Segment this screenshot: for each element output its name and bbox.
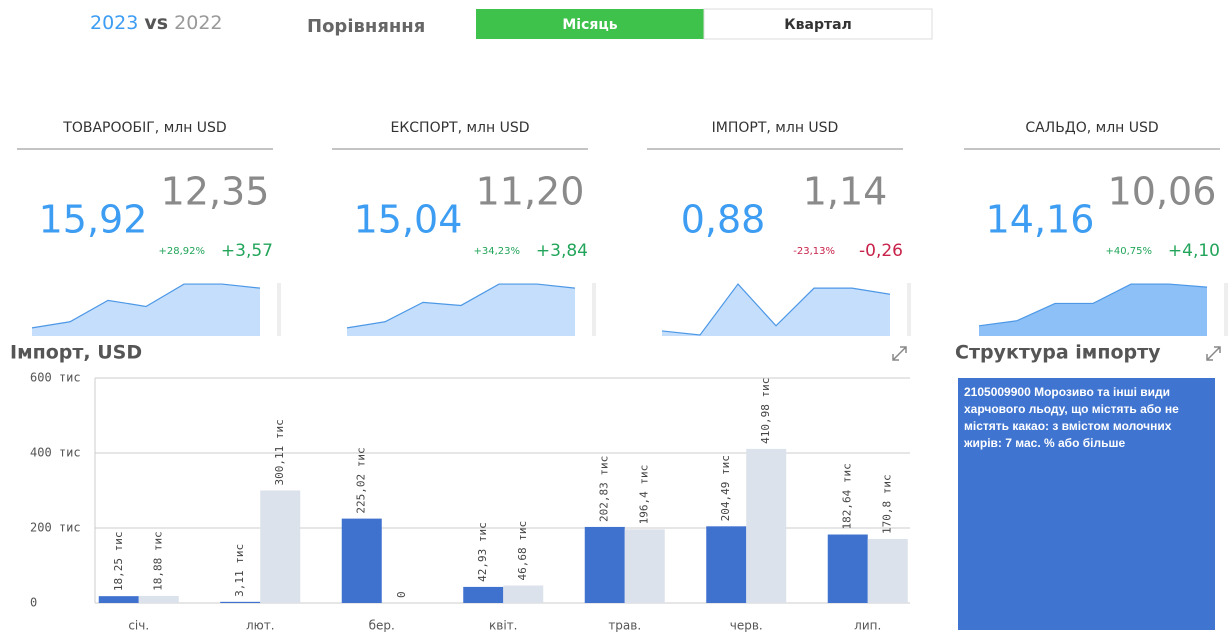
x-tick-label: січ.: [128, 619, 149, 633]
vs: vs: [144, 12, 168, 34]
x-tick-label: трав.: [608, 619, 641, 633]
sparkline-line: [31, 283, 261, 329]
scroll-strip: [1224, 283, 1228, 336]
kpi-previous: 11,20: [476, 170, 585, 214]
sparkline-area: [662, 284, 890, 336]
bar: [867, 538, 908, 603]
structure-box: 2105009900 Морозиво та інші види харчово…: [958, 378, 1215, 630]
bar: [98, 596, 139, 603]
y-tick-label: 600 тис: [30, 371, 81, 385]
value-label: 42,93 тис: [476, 522, 489, 582]
value-label: 46,68 тис: [516, 521, 529, 581]
value-label: 0: [395, 591, 408, 598]
kpi-title: ЕКСПОРТ, млн USD: [390, 120, 529, 136]
kpi-current: 14,16: [986, 198, 1095, 242]
kpi-change-abs: +4,10: [1168, 241, 1220, 261]
value-label: 18,25 тис: [112, 532, 125, 592]
bar: [138, 595, 179, 603]
year-line: 2023 vs 2022: [90, 12, 223, 34]
kpi-current: 15,04: [354, 198, 463, 242]
bar: [584, 526, 625, 603]
kpi-change-pct: +34,23%: [473, 246, 520, 257]
scroll-strip: [907, 283, 911, 336]
y-tick-label: 200 тис: [30, 521, 81, 535]
expand-icon[interactable]: [1206, 346, 1221, 361]
value-label: 225,02 тис: [355, 447, 368, 513]
bar: [463, 586, 504, 603]
value-label: 170,8 тис: [881, 474, 894, 534]
toggle-quarter-label[interactable]: Квартал: [784, 17, 852, 33]
value-label: 204,49 тис: [719, 455, 732, 521]
toggle-month-label[interactable]: Місяць: [562, 17, 617, 33]
scroll-strip: [277, 283, 281, 336]
year-current: 2023: [90, 12, 138, 34]
kpi-previous: 10,06: [1108, 170, 1217, 214]
year-previous: 2022: [174, 12, 222, 34]
chart-title: Імпорт, USD: [10, 342, 142, 364]
value-label: 196,4 тис: [638, 465, 651, 525]
y-tick-label: 0: [30, 596, 37, 610]
structure-title: Структура імпорту: [955, 342, 1161, 364]
x-tick-label: квіт.: [489, 619, 517, 633]
sparkline-line: [346, 283, 576, 329]
bar: [220, 601, 261, 603]
scroll-strip: [592, 283, 596, 336]
bar: [746, 448, 787, 603]
value-label: 18,88 тис: [152, 531, 165, 591]
sparkline-line: [978, 283, 1208, 327]
sparkline-area: [347, 284, 575, 336]
kpi-change-pct: -23,13%: [793, 246, 835, 257]
value-label: 3,11 тис: [233, 544, 246, 597]
sparkline-area: [32, 284, 260, 336]
x-tick-label: лип.: [854, 619, 881, 633]
kpi-change-abs: +3,57: [221, 241, 273, 261]
value-label: 300,11 тис: [273, 419, 286, 485]
kpi-change-abs: -0,26: [859, 241, 903, 261]
value-label: 182,64 тис: [841, 463, 854, 529]
kpi-change-pct: +40,75%: [1105, 246, 1152, 257]
bar: [706, 526, 747, 603]
compare-label: Порівняння: [307, 16, 425, 37]
bar: [827, 534, 868, 603]
sparkline-area: [979, 284, 1207, 336]
kpi-current: 15,92: [39, 198, 148, 242]
bar: [260, 490, 301, 603]
toggle-quarter[interactable]: [703, 8, 933, 40]
bar: [341, 518, 382, 603]
value-label: 410,98 тис: [759, 378, 772, 444]
y-tick-label: 400 тис: [30, 446, 81, 460]
sparkline-line: [661, 283, 891, 336]
bar: [503, 585, 544, 603]
x-tick-label: черв.: [730, 619, 763, 633]
kpi-change-pct: +28,92%: [158, 246, 205, 257]
kpi-previous: 12,35: [161, 170, 270, 214]
expand-icon[interactable]: [892, 346, 907, 361]
bar: [624, 529, 665, 603]
toggle-month[interactable]: [476, 9, 704, 39]
kpi-current: 0,88: [681, 198, 766, 242]
value-label: 202,83 тис: [598, 456, 611, 522]
kpi-change-abs: +3,84: [536, 241, 588, 261]
kpi-title: САЛЬДО, млн USD: [1025, 120, 1158, 136]
x-tick-label: бер.: [369, 619, 395, 633]
kpi-title: ІМПОРТ, млн USD: [712, 120, 839, 136]
kpi-previous: 1,14: [803, 170, 888, 214]
kpi-title: ТОВАРООБІГ, млн USD: [62, 120, 226, 136]
x-tick-label: лют.: [246, 619, 275, 633]
